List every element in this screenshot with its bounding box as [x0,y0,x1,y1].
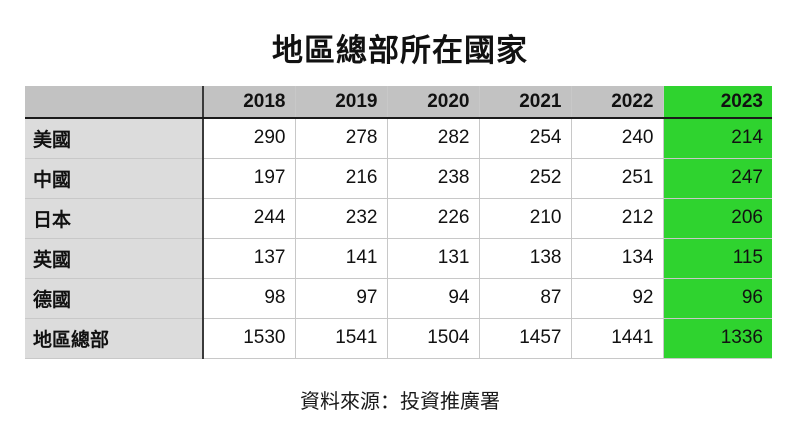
value-cell: 210 [478,197,572,239]
value-cell: 197 [202,157,296,199]
value-cell: 1504 [386,317,480,359]
year-header: 2018 [202,86,296,119]
row-label: 德國 [25,277,204,319]
table-row: 日本 244 232 226 210 212 206 [25,197,772,239]
year-header: 2019 [294,86,388,119]
value-cell: 251 [570,157,664,199]
value-cell-highlight: 96 [662,277,772,319]
table-row: 中國 197 216 238 252 251 247 [25,157,772,199]
value-cell: 131 [386,237,480,279]
value-cell: 137 [202,237,296,279]
value-cell: 97 [294,277,388,319]
table-row: 德國 98 97 94 87 92 96 [25,277,772,319]
row-label: 英國 [25,237,204,279]
value-cell: 1441 [570,317,664,359]
value-cell: 141 [294,237,388,279]
row-label: 美國 [25,117,204,159]
value-cell-highlight: 214 [662,117,772,159]
year-header-highlight: 2023 [662,86,772,119]
year-header: 2022 [570,86,664,119]
value-cell: 244 [202,197,296,239]
source-note: 資料來源：投資推廣署 [300,391,500,413]
year-header: 2020 [386,86,480,119]
value-cell: 282 [386,117,480,159]
value-cell: 94 [386,277,480,319]
value-cell-highlight: 247 [662,157,772,199]
value-cell: 232 [294,197,388,239]
value-cell: 216 [294,157,388,199]
value-cell: 134 [570,237,664,279]
value-cell: 98 [202,277,296,319]
value-cell-highlight: 115 [662,237,772,279]
year-header: 2021 [478,86,572,119]
corner-cell [25,86,204,119]
table-row: 美國 290 278 282 254 240 214 [25,117,772,159]
data-table: 2018 2019 2020 2021 2022 2023 美國 290 278… [25,86,772,359]
row-label: 日本 [25,197,204,239]
value-cell: 87 [478,277,572,319]
header-row: 2018 2019 2020 2021 2022 2023 [25,86,772,119]
row-label: 中國 [25,157,204,199]
table-row-total: 地區總部 1530 1541 1504 1457 1441 1336 [25,317,772,359]
value-cell: 212 [570,197,664,239]
value-cell: 226 [386,197,480,239]
value-cell: 1541 [294,317,388,359]
value-cell: 92 [570,277,664,319]
value-cell: 1457 [478,317,572,359]
value-cell: 1530 [202,317,296,359]
value-cell-highlight: 1336 [662,317,772,359]
value-cell: 138 [478,237,572,279]
value-cell: 278 [294,117,388,159]
value-cell: 240 [570,117,664,159]
row-label-total: 地區總部 [25,317,204,359]
value-cell-highlight: 206 [662,197,772,239]
value-cell: 252 [478,157,572,199]
value-cell: 290 [202,117,296,159]
table-row: 英國 137 141 131 138 134 115 [25,237,772,279]
page-title: 地區總部所在國家 [272,33,528,68]
value-cell: 238 [386,157,480,199]
value-cell: 254 [478,117,572,159]
